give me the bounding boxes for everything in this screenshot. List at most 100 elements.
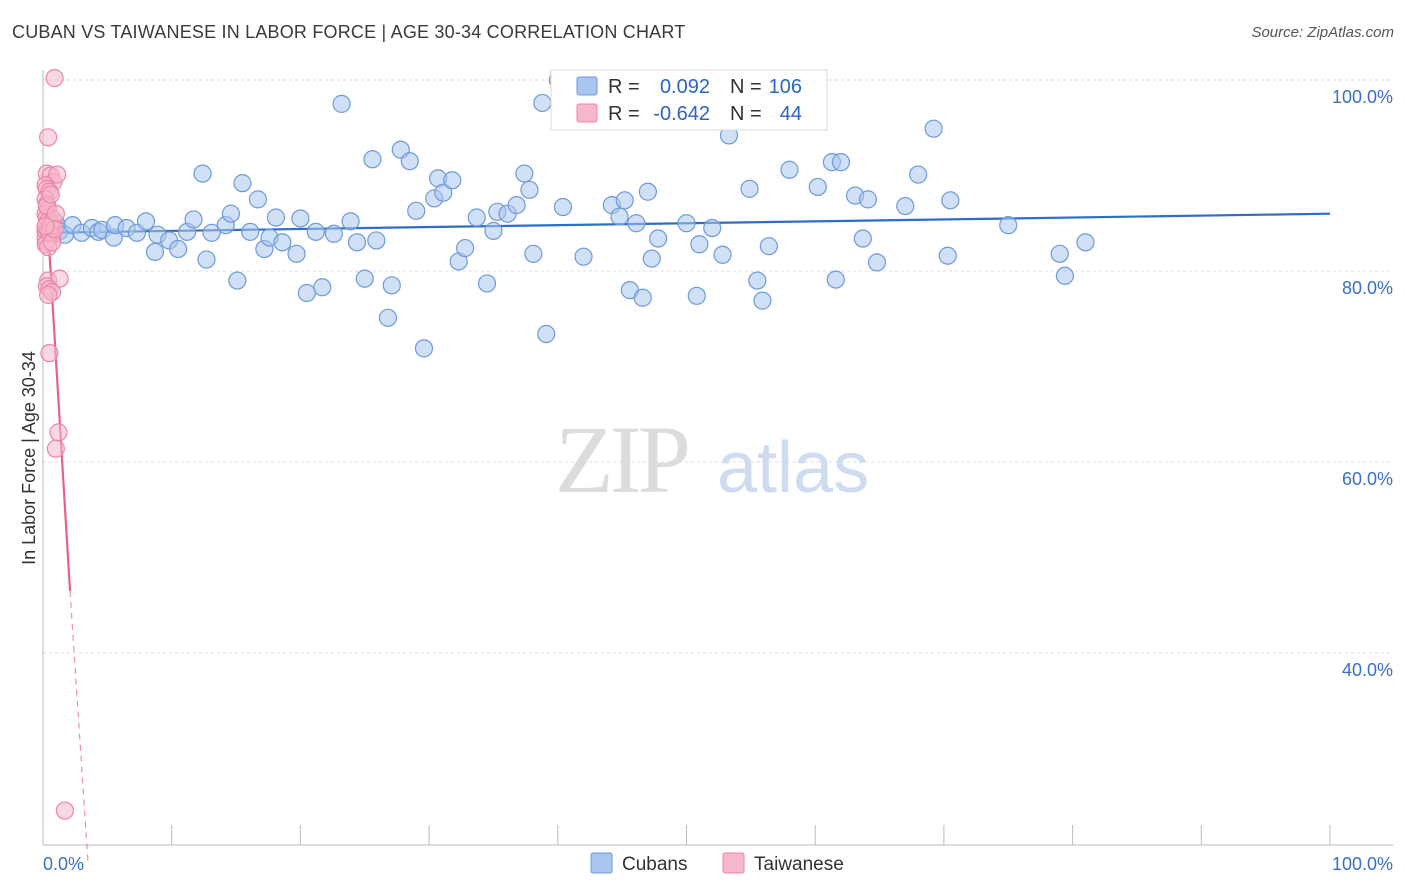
point-cubans-66	[524, 244, 543, 263]
point-taiwanese-5	[48, 165, 67, 184]
point-cubans-78	[638, 182, 657, 201]
point-cubans-88	[748, 271, 767, 290]
point-cubans-63	[507, 196, 526, 215]
legend-r-label-cubans: R =	[608, 76, 640, 98]
point-cubans-15	[145, 242, 165, 261]
y-tick-labels: 100.0% 80.0% 60.0% 40.0%	[1332, 87, 1393, 680]
point-cubans-104	[941, 191, 960, 210]
point-cubans-103	[938, 246, 957, 265]
point-cubans-34	[287, 244, 306, 263]
bottom-legend-label-cubans: Cubans	[622, 854, 688, 875]
point-cubans-105	[999, 216, 1018, 235]
chart-title: CUBAN VS TAIWANESE IN LABOR FORCE | AGE …	[12, 22, 686, 42]
gridlines	[43, 79, 1393, 654]
point-cubans-89	[753, 291, 772, 310]
axes	[42, 70, 1393, 846]
legend-swatch-taiwanese	[576, 103, 598, 123]
point-cubans-79	[642, 249, 661, 268]
point-cubans-99	[867, 253, 887, 272]
stats-legend: R = 0.092 N = 106 R = -0.642 N = 44	[550, 69, 828, 131]
watermark: ZIP atlas	[555, 406, 869, 513]
point-cubans-26	[228, 271, 247, 290]
point-cubans-87	[740, 179, 759, 198]
point-cubans-44	[363, 150, 382, 169]
point-cubans-97	[853, 229, 872, 248]
point-cubans-102	[924, 119, 943, 138]
data-points	[36, 68, 1095, 820]
point-cubans-47	[382, 276, 401, 295]
legend-n-label-cubans: N =	[730, 76, 762, 98]
legend-r-value-cubans: 0.092	[660, 76, 710, 98]
point-cubans-39	[324, 224, 343, 243]
point-cubans-55	[443, 171, 462, 190]
point-cubans-40	[332, 94, 351, 113]
point-cubans-25	[221, 204, 241, 223]
trend-extension-taiwanese	[69, 590, 89, 864]
point-cubans-92	[808, 177, 827, 197]
point-cubans-45	[367, 231, 386, 250]
point-cubans-108	[1076, 233, 1095, 252]
point-cubans-23	[202, 223, 221, 242]
series-legend: Cubans Taiwanese	[590, 852, 844, 875]
point-cubans-46	[378, 308, 398, 327]
point-cubans-37	[306, 222, 325, 241]
point-cubans-64	[515, 164, 534, 183]
point-cubans-42	[347, 233, 367, 252]
point-taiwanese-43	[36, 217, 55, 236]
legend-n-label-taiwanese: N =	[730, 103, 762, 125]
legend-r-value-taiwanese: -0.642	[653, 103, 710, 125]
point-cubans-67	[533, 93, 552, 113]
point-cubans-35	[291, 209, 310, 228]
point-taiwanese-40	[41, 185, 60, 204]
point-cubans-54	[434, 183, 453, 202]
point-cubans-36	[297, 283, 316, 303]
watermark-atlas: atlas	[717, 428, 869, 508]
legend-swatch-cubans	[576, 76, 598, 96]
point-cubans-58	[467, 208, 486, 227]
trend-lines	[42, 209, 1331, 864]
y-axis-title: In Labor Force | Age 30-34	[19, 351, 39, 565]
point-cubans-107	[1055, 266, 1074, 285]
point-cubans-94	[826, 270, 845, 289]
bottom-legend-swatch-taiwanese	[722, 852, 745, 874]
point-cubans-85	[713, 245, 732, 264]
legend-n-value-taiwanese: 44	[780, 103, 802, 125]
point-cubans-33	[273, 233, 292, 252]
point-cubans-21	[193, 164, 212, 183]
point-cubans-84	[687, 286, 706, 305]
point-cubans-50	[407, 201, 426, 220]
point-cubans-59	[477, 274, 497, 293]
point-cubans-90	[759, 237, 778, 256]
x-tick-labels: 0.0% 100.0%	[43, 854, 1393, 874]
x-tick-label-left: 0.0%	[43, 854, 84, 874]
point-cubans-60	[484, 221, 503, 240]
point-cubans-81	[677, 214, 696, 233]
point-cubans-106	[1050, 244, 1069, 263]
y-tick-label-3: 40.0%	[1342, 660, 1393, 680]
point-cubans-41	[341, 212, 360, 231]
point-taiwanese-42	[55, 801, 74, 820]
bottom-legend-swatch-cubans	[590, 852, 613, 874]
point-cubans-27	[233, 174, 252, 193]
point-cubans-43	[355, 269, 374, 288]
point-taiwanese-37	[40, 344, 59, 363]
y-tick-label-0: 100.0%	[1332, 87, 1393, 107]
point-cubans-82	[690, 235, 709, 254]
point-cubans-74	[615, 191, 634, 210]
point-cubans-100	[896, 196, 915, 216]
point-cubans-77	[633, 288, 652, 307]
point-cubans-29	[248, 190, 268, 209]
y-tick-label-1: 80.0%	[1342, 278, 1393, 298]
point-taiwanese-36	[39, 285, 58, 304]
point-cubans-76	[627, 214, 646, 233]
point-cubans-68	[537, 324, 556, 344]
point-cubans-80	[649, 229, 668, 248]
point-taiwanese-0	[45, 68, 64, 88]
point-cubans-95	[831, 153, 851, 172]
point-taiwanese-1	[39, 128, 58, 147]
point-taiwanese-39	[46, 439, 65, 458]
legend-n-value-cubans: 106	[769, 76, 802, 98]
point-cubans-91	[780, 160, 799, 179]
point-taiwanese-38	[49, 423, 68, 442]
point-cubans-14	[136, 212, 156, 231]
